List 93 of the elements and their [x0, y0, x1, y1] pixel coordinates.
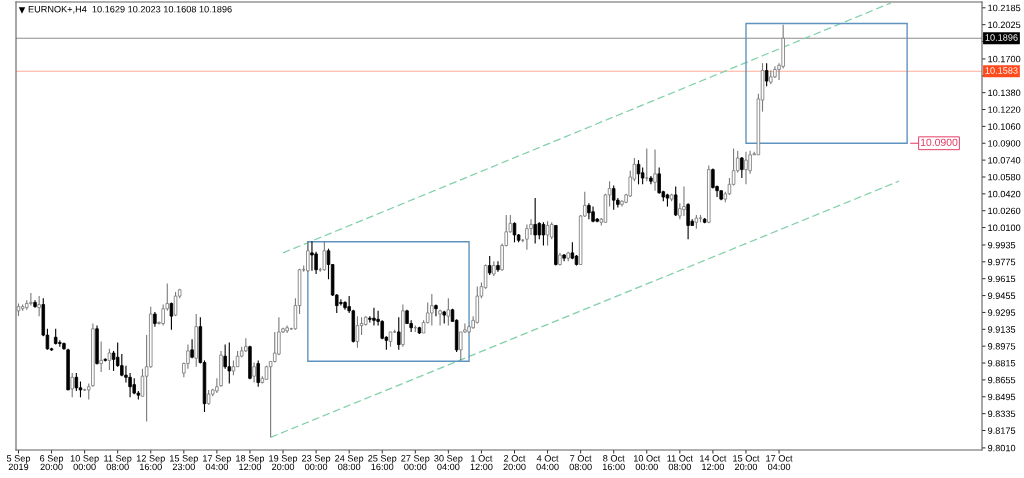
x-tick-label: 15 Oct 20:00: [733, 455, 760, 471]
y-tick-label: 9.9135: [987, 326, 1016, 333]
candlestick: [397, 316, 401, 351]
y-tick-label: 10.2185: [988, 4, 1021, 12]
x-tick-label: 27 Sep 00:00: [401, 455, 430, 471]
x-tick-label: 15 Sep 23:00: [169, 455, 198, 471]
y-tick-label: 10.0100: [988, 224, 1021, 231]
y-tick-label: 10.2025: [988, 21, 1021, 29]
candlestick: [372, 307, 376, 327]
x-tick-label: 10 Sep 00:00: [70, 455, 99, 471]
candlestick: [161, 303, 165, 327]
candlestick: [611, 184, 616, 211]
candlestick: [70, 372, 74, 398]
candlestick: [186, 344, 190, 370]
x-tick-label: 10 Oct 00:00: [633, 455, 661, 471]
candlestick: [223, 344, 227, 370]
y-tick-label: 9.8175: [987, 427, 1016, 434]
candlestick: [533, 197, 537, 244]
x-tick-label: 11 Sep 08:00: [104, 455, 132, 471]
candlestick: [434, 303, 438, 317]
y-tick-label: 9.8815: [987, 359, 1016, 367]
candlestick: [339, 298, 343, 307]
candlestick: [653, 149, 657, 192]
x-tick-label: 14 Oct 12:00: [700, 455, 727, 471]
x-tick-label: 11 Oct 08:00: [667, 455, 693, 471]
chart-title: EURNOK+,H4 10.1629 10.2023 10.1608 10.1896: [28, 5, 232, 14]
candlestick: [525, 223, 529, 251]
y-tick-label: 9.8655: [987, 376, 1016, 384]
candlestick: [173, 291, 178, 317]
x-tick-label: 24 Sep 08:00: [335, 455, 364, 471]
x-tick-label: 2 Oct 20:00: [503, 455, 526, 471]
x-tick-label: 17 Oct 04:00: [766, 455, 793, 471]
y-tick-label: 9.9455: [987, 292, 1016, 299]
y-tick-label: 9.9295: [987, 309, 1016, 316]
candlestick: [541, 221, 546, 247]
y-tick-label: 10.0900: [988, 140, 1021, 147]
y-tick-label: 9.8335: [987, 410, 1016, 418]
candlestick: [686, 202, 690, 240]
candlestick: [256, 359, 260, 388]
ref-line-label: 10.1896: [985, 34, 1018, 41]
candlestick: [273, 331, 277, 364]
candlestick: [496, 260, 500, 273]
candlestick: [645, 147, 649, 182]
candlestick: [37, 295, 41, 317]
x-tick-label: 8 Oct 16:00: [602, 455, 625, 471]
x-tick-label: 18 Sep 12:00: [236, 455, 265, 471]
candlestick: [438, 309, 442, 327]
candlestick: [322, 240, 327, 272]
candlestick: [310, 240, 314, 272]
candlestick: [764, 62, 769, 87]
candlestick: [107, 348, 112, 371]
y-tick-label: 10.0740: [988, 157, 1021, 164]
x-tick-label: 30 Sep 04:00: [434, 455, 463, 471]
x-tick-label: 25 Sep 16:00: [368, 455, 397, 471]
y-tick-label: 10.0580: [988, 173, 1021, 181]
candlestick: [657, 166, 661, 195]
x-tick-label: 6 Sep 20:00: [40, 455, 64, 471]
candlestick: [487, 255, 492, 276]
y-tick-label: 10.0260: [988, 207, 1021, 215]
annotation: 10.0900: [920, 138, 958, 147]
x-tick-label: 4 Oct 04:00: [536, 455, 559, 471]
candlestick: [545, 220, 550, 247]
candlestick: [430, 293, 434, 327]
candlestick: [252, 361, 256, 384]
y-tick-label: 9.8010: [987, 444, 1016, 452]
candlestick: [29, 292, 33, 307]
y-tick-label: 10.1220: [988, 106, 1021, 113]
x-tick-label: 17 Sep 04:00: [203, 455, 232, 471]
candlestick: [682, 185, 686, 217]
candlestick: [446, 297, 451, 327]
y-tick-label: 10.0420: [988, 190, 1021, 198]
y-tick-label: 10.1060: [988, 123, 1021, 130]
x-tick-label: 12 Sep 16:00: [136, 455, 165, 471]
candlestick: [169, 301, 174, 331]
candlestick: [99, 340, 103, 373]
y-tick-label: 9.9935: [987, 241, 1016, 249]
x-tick-label: 19 Sep 20:00: [269, 455, 298, 471]
y-tick-label: 9.8975: [987, 343, 1016, 350]
ref-line-label: 10.1583: [985, 67, 1018, 74]
candlestick: [459, 331, 463, 361]
y-tick-label: 9.8495: [987, 393, 1016, 401]
y-tick-label: 9.9615: [987, 275, 1016, 283]
y-tick-label: 10.1380: [988, 89, 1021, 97]
x-tick-label: 7 Oct 08:00: [569, 455, 592, 471]
candlestick: [355, 315, 360, 349]
y-tick-label: 9.9775: [987, 258, 1016, 266]
candlestick: [512, 221, 517, 243]
candlestick: [744, 151, 748, 185]
candlestick: [306, 240, 310, 273]
x-tick-label: 23 Sep 00:00: [302, 455, 331, 471]
x-tick-label: 1 Oct 12:00: [470, 455, 493, 471]
y-tick-label: 10.1700: [988, 55, 1021, 63]
x-tick-label: 5 Sep 2019: [6, 455, 31, 471]
